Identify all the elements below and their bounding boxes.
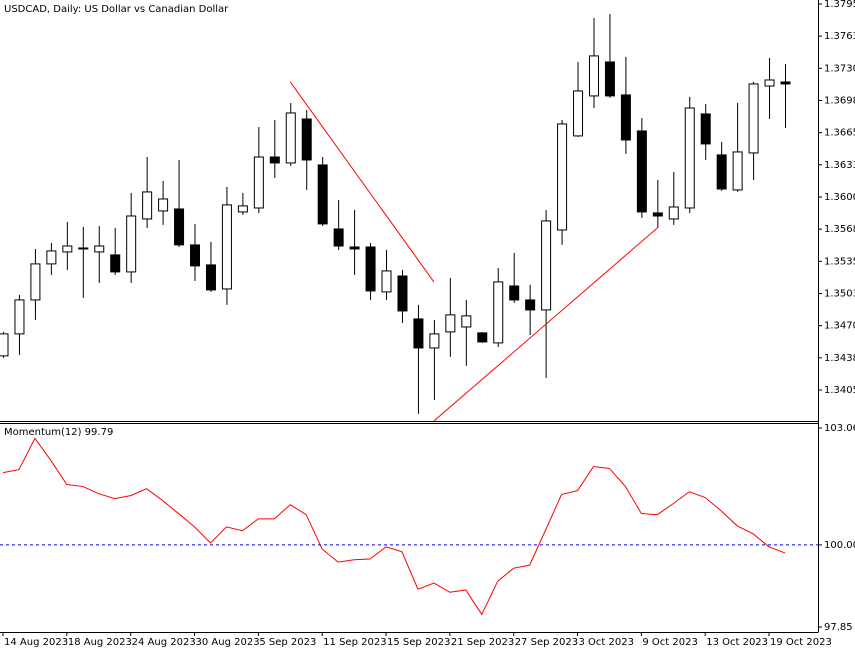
candle-body [716, 154, 727, 190]
candle-body [636, 130, 647, 213]
candle-body [110, 254, 121, 273]
candle-body [365, 246, 376, 292]
candle-body [684, 107, 695, 209]
x-tick-label: 18 Aug 2023 [68, 637, 132, 648]
candle-body [205, 264, 216, 291]
candle-body [413, 318, 424, 349]
y-tick-label: 1.34380 [824, 353, 855, 364]
candle-body [301, 118, 312, 161]
candle-body [588, 55, 599, 97]
candle-body [62, 245, 73, 253]
y-tick-label: 1.36005 [824, 192, 855, 203]
indicator-title: Momentum(12) 99.79 [4, 427, 113, 438]
price-panel [0, 13, 791, 421]
y-tick-label: 1.34705 [824, 321, 855, 332]
x-tick-label: 13 Oct 2023 [706, 637, 768, 648]
candle-body [620, 94, 631, 141]
x-tick-label: 27 Sep 2023 [515, 637, 578, 648]
x-tick-label: 14 Aug 2023 [4, 637, 68, 648]
candle-body [573, 90, 584, 137]
candle-body [541, 220, 552, 311]
candle-body [78, 247, 89, 250]
candle-body [46, 250, 57, 265]
y-tick-label: 1.37305 [824, 63, 855, 74]
y-tick-label: 1.35680 [824, 224, 855, 235]
x-tick-label: 30 Aug 2023 [196, 637, 260, 648]
trendline [289, 81, 435, 283]
momentum-panel [0, 437, 818, 616]
candle-body [509, 285, 520, 301]
candle-body [190, 244, 201, 267]
candle-body [285, 112, 296, 164]
y-tick-label: 100.00 [824, 540, 855, 551]
candle-body [525, 299, 536, 311]
candle-body [493, 281, 504, 344]
candle-body [604, 61, 615, 97]
x-tick-label: 11 Sep 2023 [323, 637, 386, 648]
candle-body [461, 315, 472, 328]
candle-body [333, 228, 344, 247]
candle-body [397, 275, 408, 312]
y-tick-label: 1.35030 [824, 289, 855, 300]
y-tick-label: 1.37630 [824, 31, 855, 42]
x-tick-label: 21 Sep 2023 [451, 637, 514, 648]
candle-body [174, 208, 185, 246]
x-tick-label: 5 Sep 2023 [259, 637, 316, 648]
x-tick-label: 15 Sep 2023 [387, 637, 450, 648]
candle-body [30, 263, 41, 301]
candle-body [652, 212, 663, 217]
candle-body [14, 299, 25, 335]
x-tick-label: 3 Oct 2023 [579, 637, 634, 648]
candle-body [94, 245, 105, 253]
candle-body [780, 81, 791, 85]
momentum-line [2, 437, 786, 616]
candle-body [221, 204, 232, 290]
y-tick-label: 1.35355 [824, 256, 855, 267]
candle-body [445, 314, 456, 333]
candle-body [700, 113, 711, 145]
candle-body [732, 151, 743, 191]
candle-body [126, 215, 137, 273]
y-tick-label: 1.37955 [824, 0, 855, 10]
candle-body [764, 79, 775, 87]
candle-body [317, 164, 328, 225]
chart-title: USDCAD, Daily: US Dollar vs Canadian Dol… [4, 4, 229, 15]
candle-body [142, 191, 153, 220]
candle-body [429, 333, 440, 349]
y-tick-label: 103.06 [824, 423, 855, 434]
y-tick-label: 1.36330 [824, 160, 855, 171]
candle-body [237, 205, 248, 213]
y-tick-label: 97.85 [824, 622, 853, 633]
candle-body [253, 156, 264, 209]
y-tick-label: 1.36980 [824, 95, 855, 106]
candle-body [668, 206, 679, 220]
candle-body [477, 332, 488, 343]
x-tick-label: 24 Aug 2023 [132, 637, 196, 648]
candle-body [158, 198, 169, 212]
candle-body [349, 246, 360, 250]
candle-body [269, 156, 280, 164]
x-tick-label: 9 Oct 2023 [642, 637, 697, 648]
candle-body [0, 333, 9, 357]
candle-body [381, 270, 392, 293]
y-tick-label: 1.36655 [824, 128, 855, 139]
y-tick-label: 1.34055 [824, 385, 855, 396]
trendline [433, 227, 658, 421]
x-tick-label: 19 Oct 2023 [770, 637, 832, 648]
candle-body [748, 83, 759, 154]
candle-body [557, 123, 568, 231]
